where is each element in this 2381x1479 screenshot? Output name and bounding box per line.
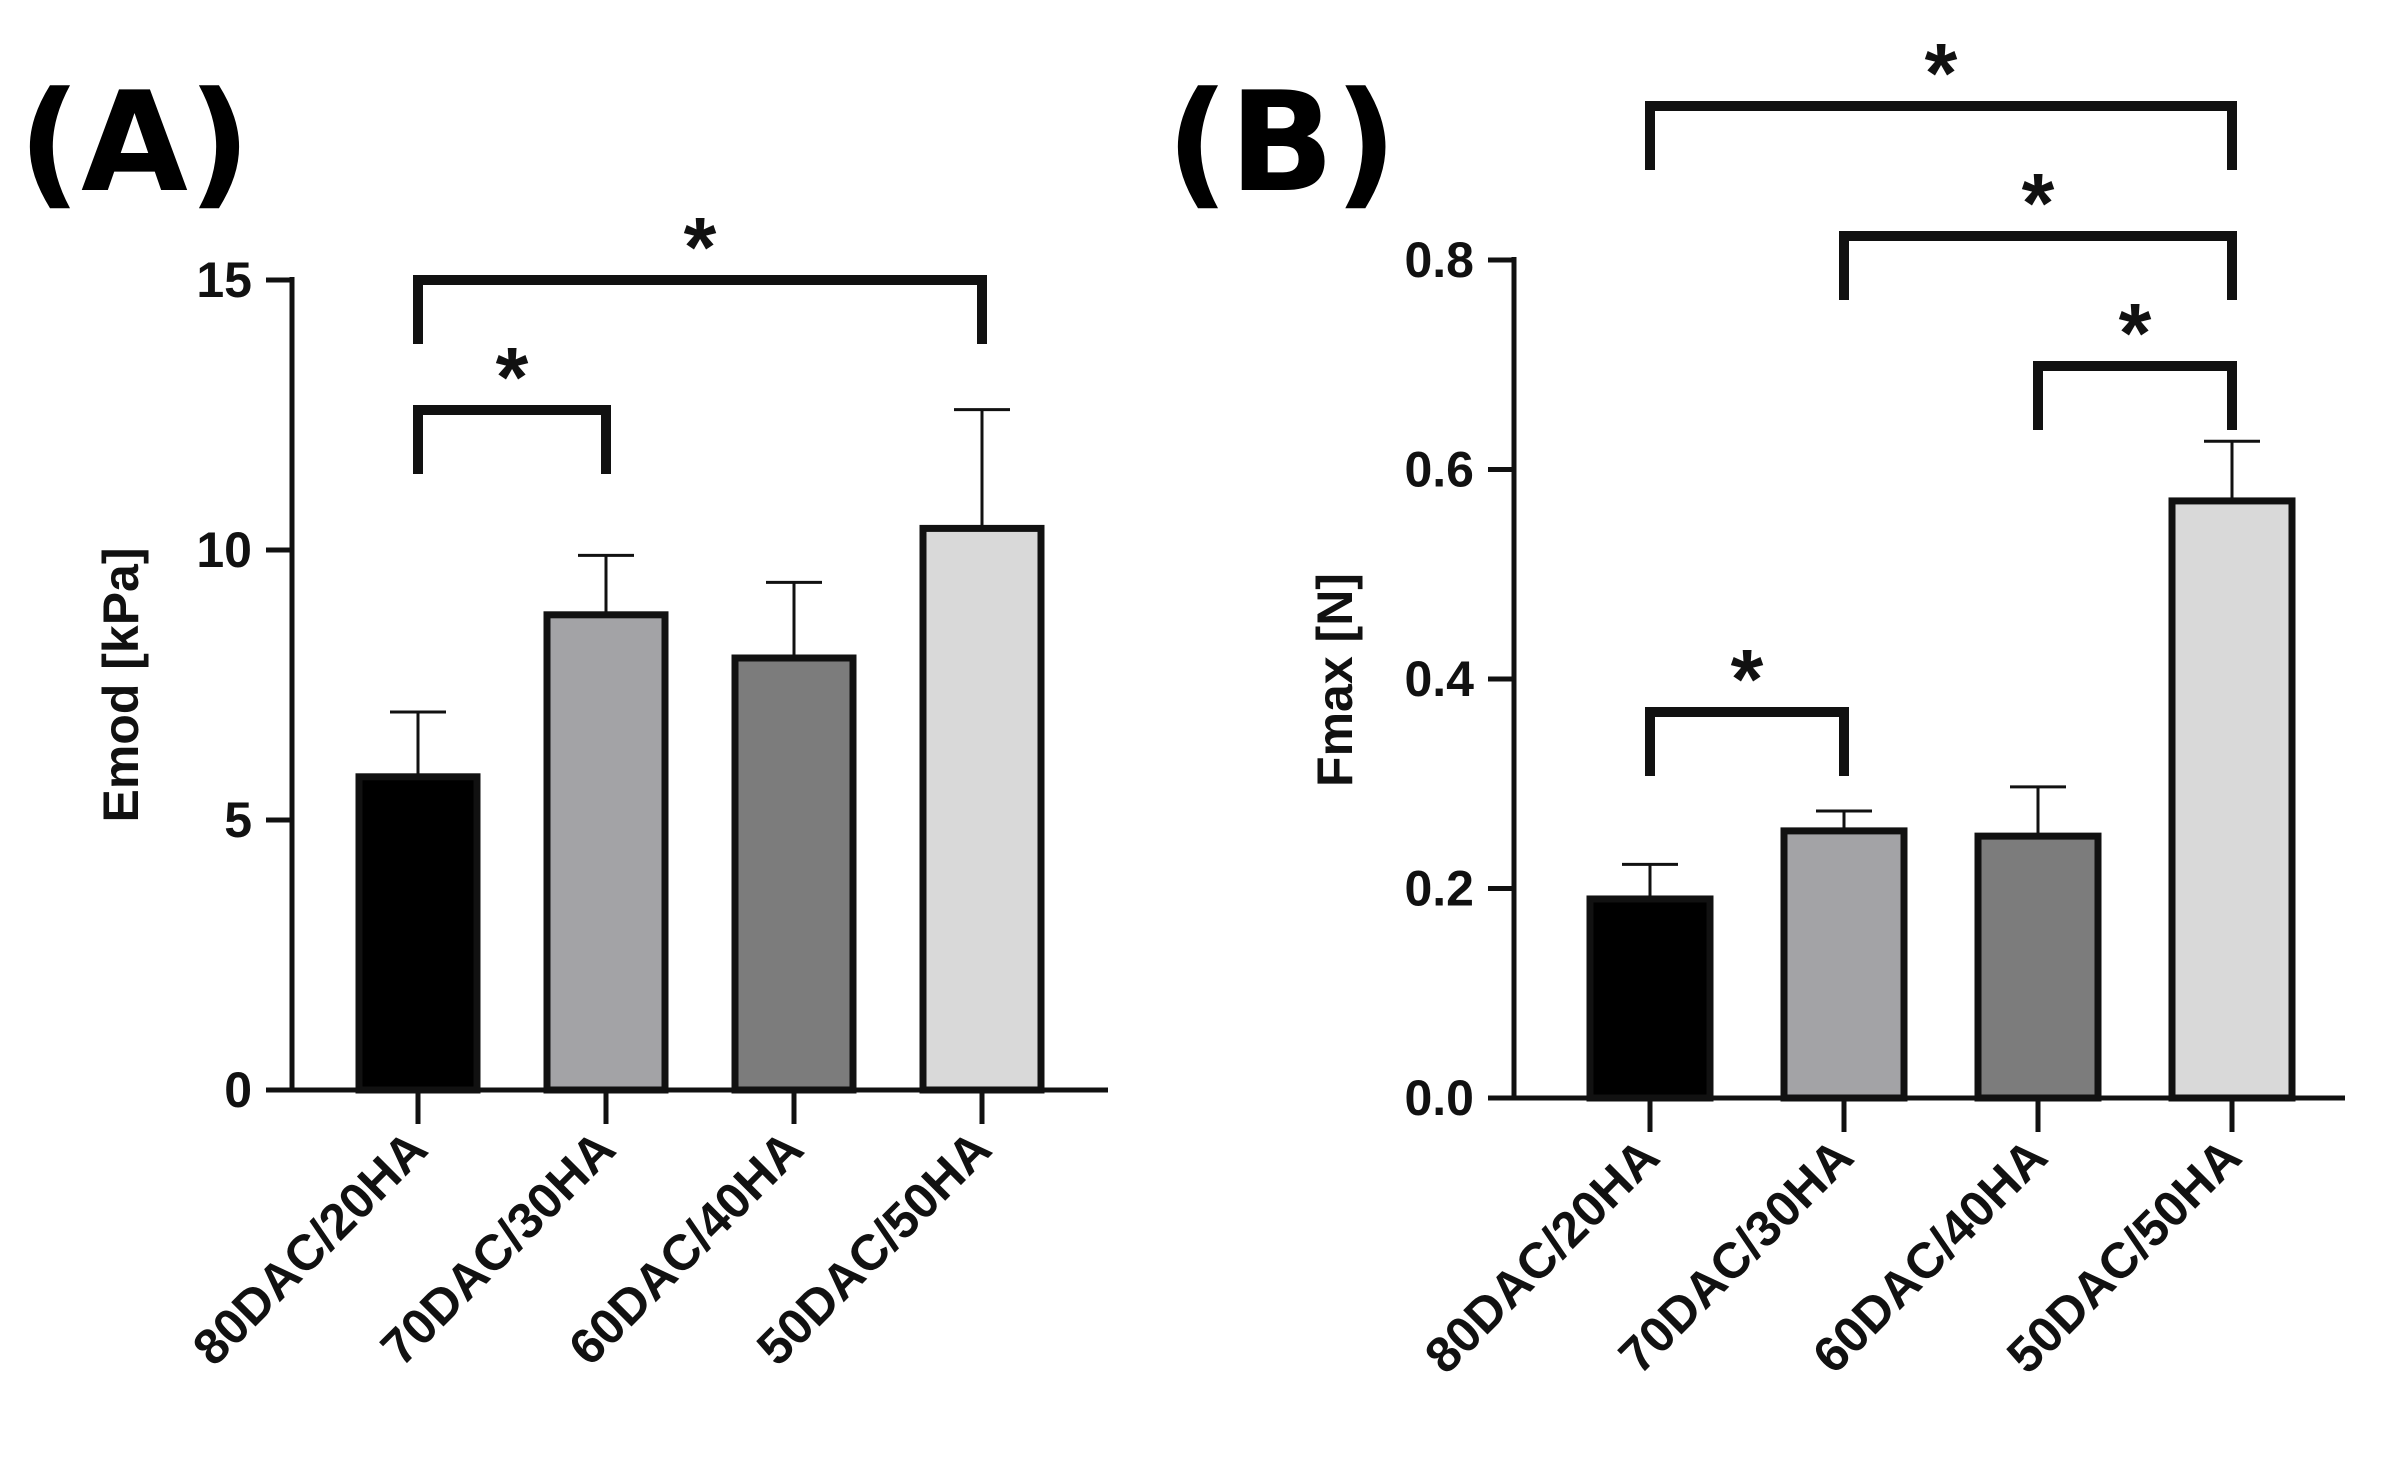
bar (355, 773, 481, 1094)
bar (731, 654, 857, 1094)
significance-star: * (1731, 632, 1764, 726)
y-tick-label: 0.4 (1404, 651, 1474, 707)
y-tick-label: 0.6 (1404, 442, 1474, 498)
y-axis-title: Fmax [N] (1307, 573, 1363, 787)
bar (1586, 895, 1714, 1102)
y-tick-label: 0.2 (1404, 861, 1474, 917)
significance-bracket (413, 275, 987, 344)
y-tick-label: 0 (224, 1062, 252, 1118)
y-tick-label: 15 (196, 252, 252, 308)
bar (1780, 827, 1908, 1102)
significance-bracket (1645, 707, 1849, 776)
significance-bracket (1645, 101, 2237, 170)
y-axis-title: Emod [kPa] (93, 547, 149, 822)
y-tick-label: 10 (196, 522, 252, 578)
bar (1974, 832, 2102, 1102)
y-tick-label: 0.0 (1404, 1070, 1474, 1126)
significance-star: * (2022, 156, 2055, 250)
significance-bracket (413, 405, 611, 474)
bar (543, 611, 669, 1094)
significance-star: * (684, 200, 717, 294)
y-tick-label: 5 (224, 792, 252, 848)
y-tick-label: 0.8 (1404, 232, 1474, 288)
bar (919, 524, 1045, 1094)
panel-label: (A) (18, 62, 251, 223)
significance-bracket (1839, 231, 2237, 300)
significance-star: * (1925, 26, 1958, 120)
significance-bracket (2033, 361, 2237, 430)
panel-label: (B) (1166, 62, 1397, 223)
bar (2168, 497, 2296, 1102)
significance-star: * (2119, 286, 2152, 380)
significance-star: * (496, 330, 529, 424)
